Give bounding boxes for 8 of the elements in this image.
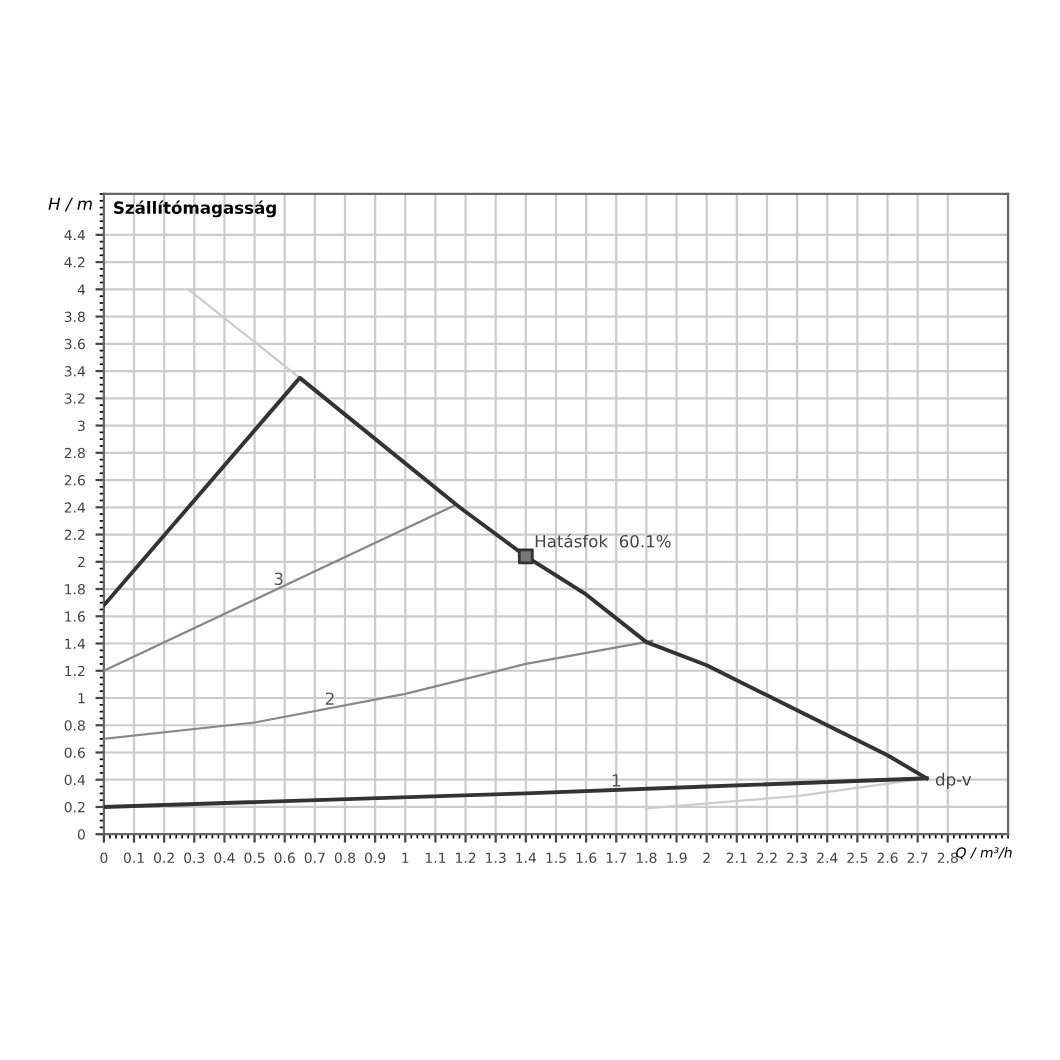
line-series [103,639,654,740]
series-label: 1 [612,774,621,787]
series-label: 2 [325,692,334,705]
series-label: 3 [274,572,283,586]
annotation: Hatásfok 60.1% [535,533,671,548]
annotation: dp-v [935,772,972,789]
y-axis-title: H / m [48,197,92,212]
chart-title: Szállítómagasság [114,200,276,218]
